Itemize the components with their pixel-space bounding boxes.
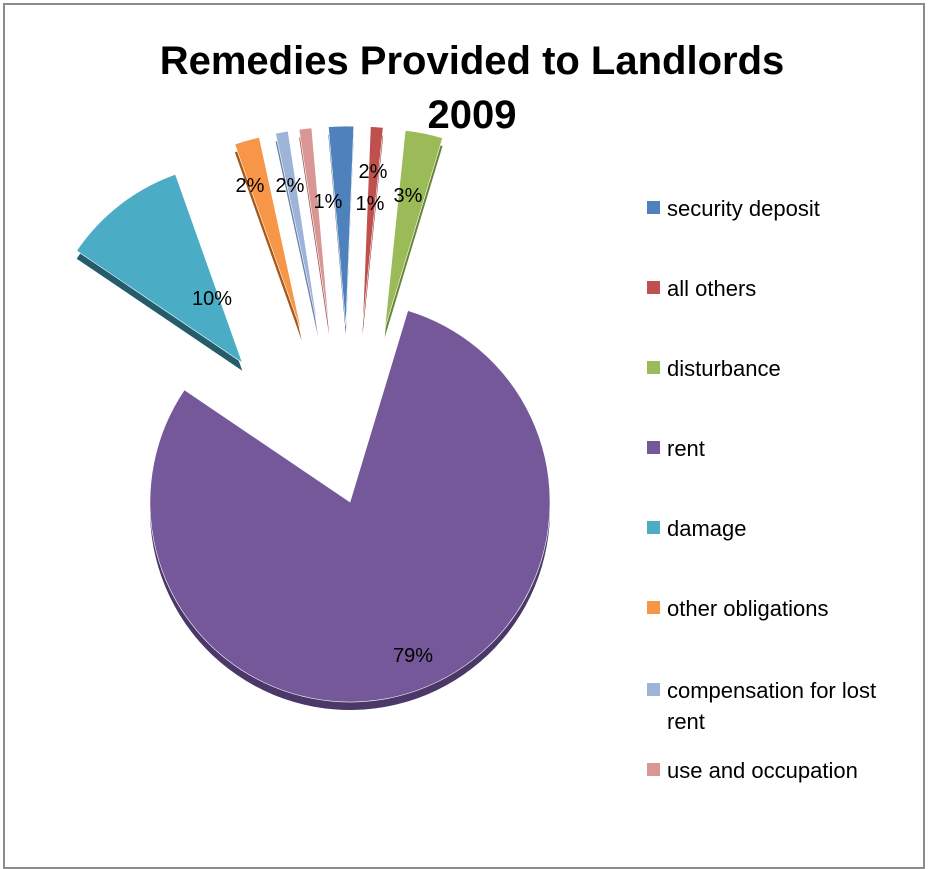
data-label-compensation-for-lost-rent: 2% <box>276 175 305 197</box>
data-label-rent: 79% <box>393 645 433 667</box>
legend-entry-rent: rent <box>647 436 705 461</box>
slice-side-compensation-for-lost-rent <box>275 139 319 337</box>
slice-side-other-obligations <box>234 145 302 341</box>
legend-entry-all-others: all others <box>647 276 756 301</box>
slice-damage <box>76 173 243 364</box>
legend-swatch-compensation-for-lost-rent <box>647 683 660 696</box>
slice-side-all-others <box>362 134 384 335</box>
legend-swatch-disturbance <box>647 361 660 374</box>
chart-title-line-1: Remedies Provided to Landlords <box>160 39 785 83</box>
slice-use-and-occupation <box>298 127 330 328</box>
legend-label-disturbance: disturbance <box>667 356 781 381</box>
slice-rent <box>149 310 551 703</box>
data-label-all-others: 1% <box>356 193 385 215</box>
legend-entry-security-deposit: security deposit <box>647 196 820 221</box>
legend-swatch-damage <box>647 521 660 534</box>
slice-compensation-for-lost-rent <box>275 130 319 329</box>
legend-swatch-other-obligations <box>647 601 660 614</box>
legend-label-other-obligations: other obligations <box>667 596 828 621</box>
legend-label-rent: rent <box>667 436 705 461</box>
slice-side-use-and-occupation <box>299 136 330 336</box>
legend-label-all-others: all others <box>667 276 756 301</box>
slice-other-obligations <box>234 136 303 333</box>
slice-security-deposit <box>328 125 355 327</box>
slice-all-others <box>362 126 384 327</box>
legend-label-use-and-occupation: use and occupation <box>667 758 858 783</box>
slice-side-disturbance <box>384 138 443 338</box>
data-label-security-deposit: 2% <box>359 161 388 183</box>
legend-swatch-rent <box>647 441 660 454</box>
legend-swatch-all-others <box>647 281 660 294</box>
legend-entry-compensation-for-lost-rent: compensation for lost rent <box>647 678 876 734</box>
data-labels: 2% 1% 3% 79% 10% 2% 2% 1% <box>192 161 433 667</box>
legend: security deposit all others disturbance … <box>647 196 876 783</box>
legend-swatch-security-deposit <box>647 201 660 214</box>
slice-disturbance <box>384 130 443 330</box>
chart-title-line-2: 2009 <box>428 93 517 137</box>
legend-swatch-use-and-occupation <box>647 763 660 776</box>
pie-slices <box>76 125 551 710</box>
legend-label-compensation-for-lost-rent: compensation for lost rent <box>667 678 876 734</box>
data-label-disturbance: 3% <box>394 185 423 207</box>
legend-label-security-deposit: security deposit <box>667 196 820 221</box>
legend-label-damage: damage <box>667 516 747 541</box>
legend-entry-use-and-occupation: use and occupation <box>647 758 858 783</box>
data-label-use-and-occupation: 1% <box>314 191 343 213</box>
legend-entry-disturbance: disturbance <box>647 356 781 381</box>
legend-entry-damage: damage <box>647 516 747 541</box>
data-label-damage: 10% <box>192 288 232 310</box>
legend-entry-other-obligations: other obligations <box>647 596 828 621</box>
data-label-other-obligations: 2% <box>236 175 265 197</box>
